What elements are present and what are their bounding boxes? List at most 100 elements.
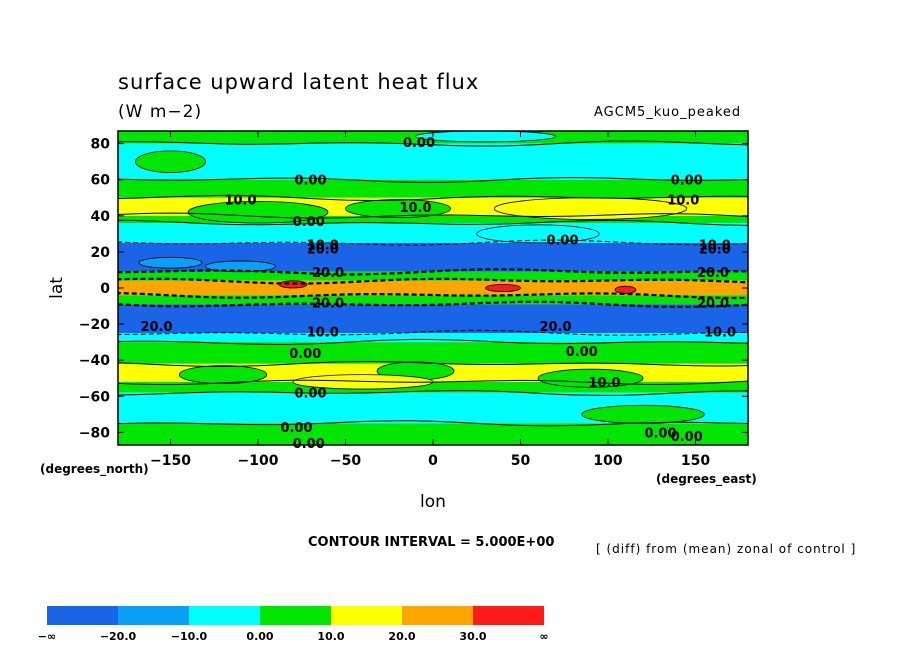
contour-label: 0.00 [289,347,321,362]
contour-label: 20.0 [699,242,731,257]
y-tick-label: 20 [91,245,111,261]
colorbar-swatch [118,606,189,625]
x-tick-label: 50 [511,453,531,469]
colorbar-label: −10.0 [171,630,208,643]
contour-line [118,176,748,184]
y-tick-label: −60 [79,389,110,405]
field-patch [138,256,203,269]
x-tick-label: 150 [681,453,710,469]
contour-label: 20.0 [312,266,344,281]
zonal-band [118,333,748,343]
contour-line [118,140,748,147]
contour-label: 0.00 [280,421,312,436]
colorbar-label: −∞ [38,630,56,643]
x-tick-label: 100 [593,453,622,469]
contour-label: 0.00 [566,345,598,360]
colorbar-label: 30.0 [459,630,486,643]
y-tick-label: −40 [79,353,110,369]
contour-label: 10.0 [307,239,339,254]
y-tick-label: 0 [100,281,110,297]
contour-label: 10.0 [667,194,699,209]
zonal-band [118,143,748,180]
contour-line [118,300,748,309]
contour-label: 20.0 [312,296,344,311]
y-tick-label: −80 [79,425,110,441]
field-patch [485,283,521,293]
field-bands [118,131,748,445]
colorbar-swatch [260,606,331,625]
contour-label: 0.00 [294,387,326,402]
field-patch [537,368,644,388]
contour-label: 0.00 [293,437,325,452]
contour-label: 0.00 [403,136,435,151]
zonal-band [118,223,748,243]
difference-description: [ (diff) from (mean) zonal of control ] [596,542,857,556]
colorbar-label: 0.00 [246,630,273,643]
zonal-band [118,280,748,296]
colorbar-label: 20.0 [388,630,415,643]
zonal-band [118,304,748,334]
x-tick-label: −100 [238,453,279,469]
contour-line [118,389,748,396]
y-tick-label: 80 [91,137,111,153]
zonal-band [118,342,748,364]
x-axis: −150 −100 −50 0 50 100 150 [150,131,710,469]
y-tick-label: 40 [91,209,111,225]
field-patch [476,224,600,244]
colorbar-swatch [331,606,402,625]
contour-label: 0.00 [546,233,578,248]
contour-line [118,212,748,219]
units-label: (W m−2) [118,102,203,122]
contour-lines [118,140,748,427]
contour-line [118,239,748,246]
contour-label: 10.0 [307,325,339,340]
contour-line [118,329,748,336]
field-patch [345,199,451,219]
contour-line [118,277,748,285]
model-label: AGCM5_kuo_peaked [594,105,742,120]
colorbar-swatch [189,606,260,625]
y-tick-label: 60 [91,173,111,189]
y-axis-label: lat [46,277,67,299]
colorbar-label: ∞ [539,630,548,643]
field-patch [614,285,637,294]
contour-line [118,360,748,368]
contour-label: 10.0 [224,194,256,209]
field-patch [415,131,556,143]
contour-label: 20.0 [697,296,729,311]
zonal-band [118,295,748,305]
colorbar: −∞ −20.0 −10.0 0.00 10.0 20.0 30.0 ∞ [38,606,549,643]
field-patch [581,404,705,424]
contour-label: 0.00 [671,430,703,445]
contour-label: 20.0 [307,242,339,257]
contour-line [118,194,748,202]
zonal-band [118,215,748,224]
colorbar-label: 10.0 [317,630,344,643]
contour-line [118,338,748,346]
contour-label: 0.00 [293,215,325,230]
contour-label: 0.00 [294,174,326,189]
contour-label: 20.0 [697,266,729,281]
x-tick-label: −50 [330,453,361,469]
colorbar-swatch [47,606,118,625]
colorbar-swatch [402,606,473,625]
contour-label: 10.0 [588,376,620,391]
y-axis: 80 60 40 20 0 −20 −40 −60 −80 [79,137,748,441]
field-patch [178,365,268,385]
contour-label: 10.0 [704,325,736,340]
zonal-band [118,179,748,198]
y-unit-label: (degrees_north) [40,462,149,476]
x-axis-label: lon [420,492,446,512]
x-tick-label: 0 [428,453,438,469]
contour-label: 20.0 [539,320,571,335]
contour-line [118,268,748,276]
x-unit-label: (degrees_east) [656,472,757,486]
zonal-band [118,381,748,393]
contour-line [118,219,748,226]
contour-line [118,420,748,427]
field-patch [135,150,206,173]
colorbar-label: −20.0 [100,630,137,643]
contour-label: 0.00 [671,174,703,189]
